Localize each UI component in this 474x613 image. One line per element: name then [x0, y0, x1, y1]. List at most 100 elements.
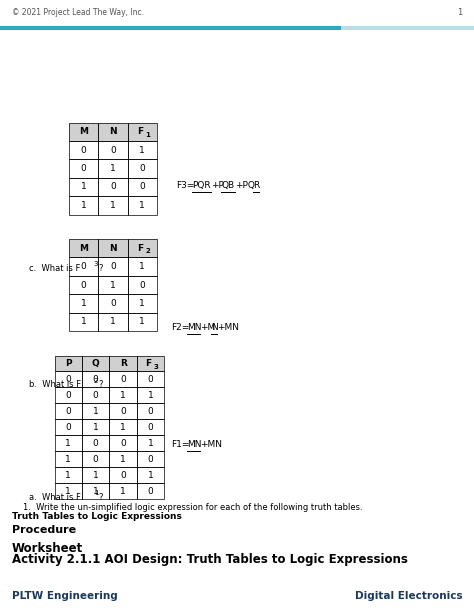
Bar: [128, 196, 157, 215]
Bar: [82, 467, 109, 483]
Text: N: N: [109, 244, 117, 253]
Bar: [55, 371, 82, 387]
Bar: [341, 26, 474, 30]
Bar: [109, 419, 137, 435]
Text: 0: 0: [81, 146, 86, 154]
Text: 0: 0: [148, 455, 154, 463]
Bar: [137, 435, 164, 451]
Bar: [69, 239, 157, 257]
Text: 1: 1: [139, 146, 145, 154]
Bar: [82, 419, 109, 435]
Bar: [109, 387, 137, 403]
Text: 0: 0: [65, 391, 71, 400]
Bar: [55, 356, 164, 371]
Bar: [55, 387, 82, 403]
Text: 0: 0: [110, 299, 116, 308]
Text: Activity 2.1.1 AOI Design: Truth Tables to Logic Expressions: Activity 2.1.1 AOI Design: Truth Tables …: [12, 552, 408, 566]
Bar: [109, 467, 137, 483]
Text: 0: 0: [65, 375, 71, 384]
Bar: [109, 451, 137, 467]
Text: 0: 0: [110, 146, 116, 154]
Text: 0: 0: [148, 423, 154, 432]
Text: 1: 1: [139, 299, 145, 308]
Text: +PQ: +PQ: [235, 181, 255, 190]
Text: MN: MN: [187, 324, 201, 332]
Bar: [128, 294, 157, 313]
Bar: [98, 294, 128, 313]
Text: +M: +M: [200, 324, 215, 332]
Bar: [137, 356, 164, 371]
Text: 1.  Write the un-simplified logic expression for each of the following truth tab: 1. Write the un-simplified logic express…: [23, 503, 363, 512]
Bar: [98, 196, 128, 215]
Text: 0: 0: [120, 375, 126, 384]
Bar: [128, 141, 157, 159]
Text: 0: 0: [93, 375, 99, 384]
Text: ?: ?: [98, 381, 102, 389]
Text: 1: 1: [148, 439, 154, 447]
Bar: [0, 26, 341, 30]
Bar: [82, 371, 109, 387]
Text: 0: 0: [139, 164, 145, 173]
Text: N: N: [211, 324, 218, 332]
Bar: [69, 257, 98, 276]
Text: 1: 1: [93, 487, 99, 495]
Text: 1: 1: [81, 299, 86, 308]
Bar: [69, 313, 98, 331]
Bar: [69, 276, 98, 294]
Text: 1: 1: [120, 391, 126, 400]
Bar: [69, 239, 98, 257]
Text: 1: 1: [139, 318, 145, 326]
Text: 0: 0: [120, 407, 126, 416]
Text: F2=: F2=: [171, 324, 190, 332]
Text: 1: 1: [93, 423, 99, 432]
Text: ?: ?: [98, 493, 102, 502]
Text: F: F: [137, 244, 143, 253]
Text: 0: 0: [120, 439, 126, 447]
Text: 1: 1: [110, 201, 116, 210]
Bar: [98, 159, 128, 178]
Bar: [82, 403, 109, 419]
Text: F: F: [146, 359, 151, 368]
Bar: [137, 403, 164, 419]
Bar: [98, 178, 128, 196]
Text: 1: 1: [110, 164, 116, 173]
Bar: [98, 313, 128, 331]
Text: 1: 1: [120, 487, 126, 495]
Bar: [82, 356, 109, 371]
Bar: [98, 141, 128, 159]
Text: 0: 0: [81, 281, 86, 289]
Text: 1: 1: [457, 8, 462, 17]
Text: 0: 0: [139, 183, 145, 191]
Text: Procedure: Procedure: [12, 525, 76, 535]
Text: 1: 1: [93, 407, 99, 416]
Bar: [98, 123, 128, 141]
Text: 0: 0: [148, 375, 154, 384]
Text: 1: 1: [81, 183, 86, 191]
Text: QB: QB: [221, 181, 235, 190]
Bar: [55, 467, 82, 483]
Bar: [128, 313, 157, 331]
Text: M: M: [79, 128, 88, 136]
Text: 1: 1: [110, 281, 116, 289]
Bar: [55, 451, 82, 467]
Text: M: M: [79, 244, 88, 253]
Bar: [128, 178, 157, 196]
Text: Q: Q: [92, 359, 100, 368]
Bar: [137, 387, 164, 403]
Text: F: F: [137, 128, 143, 136]
Bar: [98, 257, 128, 276]
Bar: [137, 451, 164, 467]
Text: R: R: [253, 181, 259, 190]
Text: 0: 0: [120, 471, 126, 479]
Bar: [82, 387, 109, 403]
Text: 0: 0: [139, 281, 145, 289]
Text: Worksheet: Worksheet: [12, 541, 83, 555]
Bar: [55, 403, 82, 419]
Bar: [69, 196, 98, 215]
Bar: [137, 371, 164, 387]
Bar: [55, 435, 82, 451]
Text: 0: 0: [93, 439, 99, 447]
Bar: [109, 356, 137, 371]
Bar: [128, 159, 157, 178]
Text: c.  What is F: c. What is F: [29, 264, 81, 273]
